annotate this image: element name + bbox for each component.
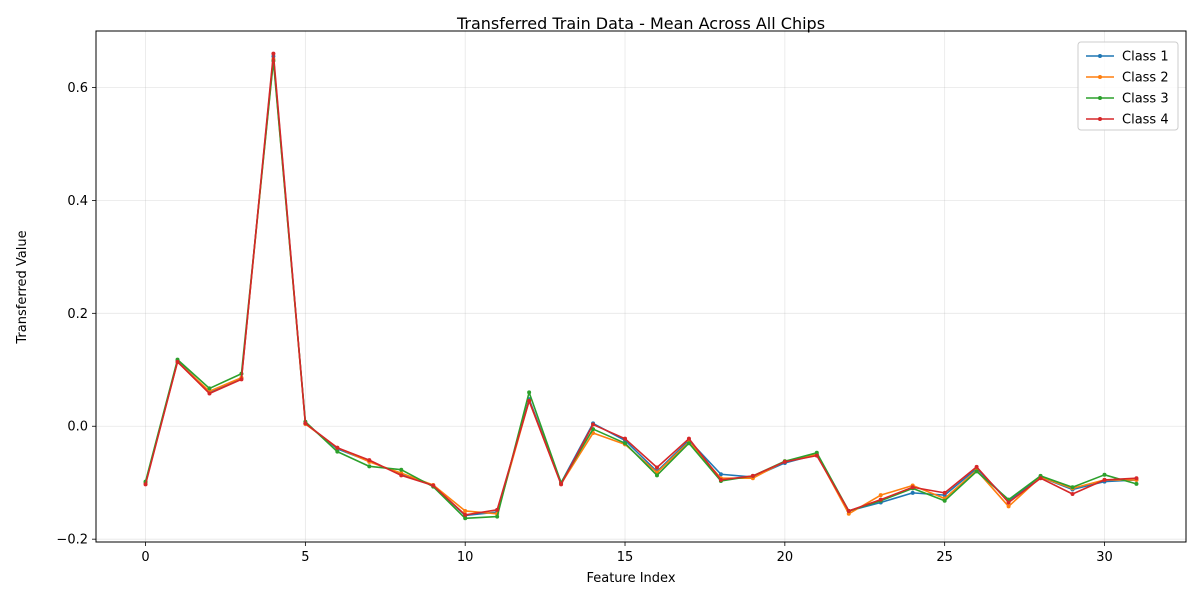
data-point: [1070, 485, 1075, 490]
data-point: [367, 464, 372, 469]
data-point: [1006, 500, 1011, 505]
legend-label: Class 4: [1122, 113, 1169, 128]
x-axis-label: Feature Index: [586, 571, 675, 586]
data-point: [271, 51, 276, 56]
data-point: [623, 436, 628, 441]
series-line: [144, 52, 1137, 516]
data-point: [559, 482, 564, 487]
x-tick-label: 20: [777, 550, 794, 565]
y-tick-label: 0.0: [67, 420, 88, 435]
data-point: [686, 441, 691, 446]
y-axis-label: Transferred Value: [15, 230, 30, 344]
data-point: [1134, 476, 1139, 481]
legend: Class 1 Class 2 Class 3 Class 4: [1077, 41, 1179, 131]
data-point: [527, 398, 532, 403]
data-point: [239, 377, 244, 382]
legend-item: Class 1: [1086, 50, 1169, 65]
legend-item: Class 3: [1086, 92, 1169, 107]
data-point: [910, 485, 915, 490]
data-point: [495, 514, 500, 519]
x-axis-ticks: 0 5 10 15 20 25 30: [141, 542, 1113, 565]
data-point: [1102, 472, 1107, 477]
data-point: [399, 473, 404, 478]
data-point: [814, 450, 819, 455]
legend-box: [1077, 41, 1179, 131]
legend-label: Class 2: [1122, 71, 1169, 86]
y-tick-label: 0.6: [67, 81, 88, 96]
data-point: [591, 422, 596, 427]
data-point: [367, 458, 372, 463]
legend-marker: [1098, 54, 1102, 58]
data-point: [910, 490, 915, 495]
legend-item: Class 2: [1086, 71, 1169, 86]
x-tick-label: 15: [617, 550, 634, 565]
data-point: [463, 512, 468, 517]
data-point: [207, 391, 212, 396]
data-point: [942, 490, 947, 495]
data-point: [718, 477, 723, 482]
x-tick-label: 25: [936, 550, 953, 565]
data-point: [1038, 476, 1043, 481]
x-tick-label: 5: [301, 550, 309, 565]
data-point: [782, 459, 787, 464]
legend-label: Class 3: [1122, 92, 1169, 107]
data-point: [878, 493, 883, 498]
plot-area-frame: [95, 30, 1187, 543]
legend-marker: [1098, 96, 1102, 100]
data-point: [878, 497, 883, 502]
legend-marker: [1098, 117, 1102, 121]
data-point: [1070, 492, 1075, 497]
x-tick-label: 30: [1096, 550, 1113, 565]
legend-label: Class 1: [1122, 50, 1169, 65]
data-point: [654, 465, 659, 470]
data-point: [207, 386, 212, 391]
y-tick-label: −0.2: [56, 533, 88, 548]
data-point: [942, 498, 947, 503]
data-point: [654, 473, 659, 478]
data-point: [846, 508, 851, 513]
data-point: [335, 445, 340, 450]
y-tick-label: 0.4: [67, 194, 88, 209]
grid-lines: [96, 31, 1186, 542]
data-point: [463, 508, 468, 513]
data-point: [974, 464, 979, 469]
data-point: [463, 516, 468, 521]
data-point: [335, 449, 340, 454]
data-point: [750, 473, 755, 478]
chart-title: Transferred Train Data - Mean Across All…: [456, 14, 825, 33]
series-lines: [143, 51, 1139, 521]
data-point: [303, 421, 308, 426]
data-point: [431, 483, 436, 488]
y-axis-ticks: −0.2 0.0 0.2 0.4 0.6: [56, 81, 96, 548]
data-point: [846, 511, 851, 516]
series-4: [143, 51, 1139, 517]
data-point: [175, 359, 180, 364]
data-point: [686, 436, 691, 441]
data-point: [718, 472, 723, 477]
data-point: [1134, 481, 1139, 486]
series-3: [143, 58, 1139, 521]
data-point: [495, 507, 500, 512]
legend-item: Class 4: [1086, 113, 1169, 128]
data-point: [399, 467, 404, 472]
data-point: [974, 469, 979, 474]
data-point: [143, 482, 148, 487]
data-point: [814, 453, 819, 458]
data-point: [623, 441, 628, 446]
data-point: [527, 390, 532, 395]
data-point: [1102, 477, 1107, 482]
x-tick-label: 0: [141, 550, 149, 565]
y-tick-label: 0.2: [67, 307, 88, 322]
x-tick-label: 10: [457, 550, 474, 565]
legend-marker: [1098, 75, 1102, 79]
data-point: [1006, 504, 1011, 509]
